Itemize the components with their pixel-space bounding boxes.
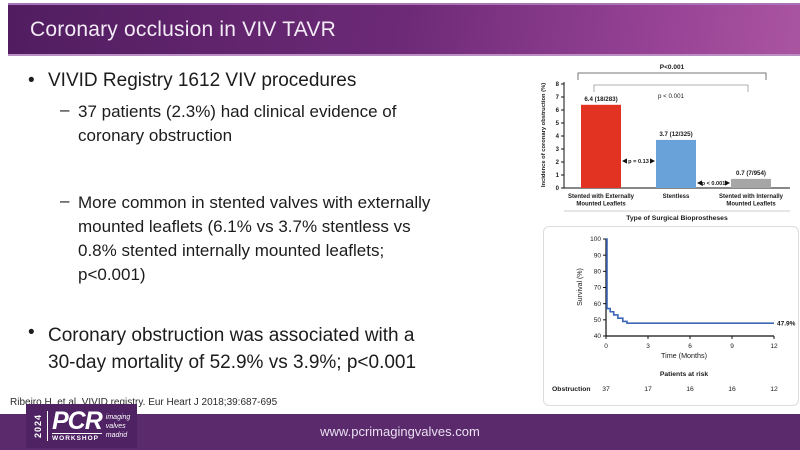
citation: Ribeiro H, et al. VIVID registry. Eur He… <box>10 397 278 408</box>
svg-text:0.7 (7/954): 0.7 (7/954) <box>736 170 766 177</box>
bullet-mortality: • Coronary obstruction was associated wi… <box>28 322 416 376</box>
svg-text:70: 70 <box>594 285 602 292</box>
website-url: www.pcrimagingvalves.com <box>320 424 480 439</box>
svg-text:50: 50 <box>594 317 602 324</box>
svg-text:40: 40 <box>594 333 602 340</box>
sub-bullet-stented-valves: – More common in stented valves with ext… <box>60 191 430 287</box>
logo-year: 2024 <box>33 413 43 439</box>
svg-text:6.4 (18/283): 6.4 (18/283) <box>584 96 617 103</box>
logo-brand: PCR <box>52 407 103 435</box>
svg-text:Obstruction: Obstruction <box>552 386 591 393</box>
svg-text:Stentless: Stentless <box>663 194 690 200</box>
bullet-vivid-registry-text: VIVID Registry 1612 VIV procedures <box>48 70 357 91</box>
bullet-vivid-registry: • VIVID Registry 1612 VIV procedures <box>28 70 356 92</box>
bar-chart-svg: 0 1 2 3 4 5 6 7 8 Incidence of coronary obstructi… <box>541 64 790 222</box>
svg-text:90: 90 <box>594 252 602 259</box>
svg-text:4: 4 <box>556 134 560 140</box>
svg-text:60: 60 <box>594 301 602 308</box>
svg-text:3.7 (12/325): 3.7 (12/325) <box>659 131 692 138</box>
svg-text:17: 17 <box>644 386 652 393</box>
bar-chart-panel: 0 1 2 3 4 5 6 7 8 Incidence of coronary obstructi… <box>536 58 798 230</box>
slide-header: Coronary occlusion in VIV TAVR <box>8 3 800 56</box>
svg-text:Survival (%): Survival (%) <box>577 268 584 306</box>
sub-bullet-line: 0.8% stented internally mounted leaflets… <box>78 241 385 260</box>
svg-text:0: 0 <box>604 343 608 350</box>
pcr-workshop-logo: 2024 PCR WORKSHOP imaging valves madrid <box>26 404 138 448</box>
dash-icon: – <box>60 100 70 119</box>
svg-text:6: 6 <box>688 343 692 350</box>
bullet-mortality-line: Coronary obstruction was associated with… <box>48 325 415 346</box>
svg-text:16: 16 <box>686 386 694 393</box>
svg-text:Mounted Leaflets: Mounted Leaflets <box>726 202 776 208</box>
svg-text:P<0.001: P<0.001 <box>660 64 685 71</box>
svg-text:p < 0.001: p < 0.001 <box>658 93 685 100</box>
svg-text:Stented with Internally: Stented with Internally <box>719 194 784 200</box>
svg-text:1: 1 <box>556 173 560 179</box>
bullet-mortality-line: 30-day mortality of 52.9% vs 3.9%; p<0.0… <box>48 352 417 373</box>
svg-text:12: 12 <box>770 343 778 350</box>
logo-tagline: imaging valves madrid <box>105 413 131 439</box>
svg-text:47.9%: 47.9% <box>777 320 796 327</box>
sub-bullet-line: p<0.001) <box>78 265 146 284</box>
svg-text:Patients at risk: Patients at risk <box>660 371 709 378</box>
bullet-icon: • <box>28 70 35 91</box>
svg-text:9: 9 <box>730 343 734 350</box>
sub-bullet-line: coronary obstruction <box>78 126 233 145</box>
svg-text:0: 0 <box>556 186 560 192</box>
svg-text:Incidence of coronary obstruct: Incidence of coronary obstruction (%) <box>541 83 547 187</box>
svg-text:3: 3 <box>556 147 560 153</box>
svg-text:5: 5 <box>556 121 560 127</box>
svg-text:Time (Months): Time (Months) <box>661 351 707 360</box>
svg-text:3: 3 <box>646 343 650 350</box>
svg-text:p = 0.13: p = 0.13 <box>628 159 649 165</box>
logo-divider <box>47 411 48 441</box>
svg-text:p < 0.001: p < 0.001 <box>702 181 726 187</box>
svg-text:80: 80 <box>594 269 602 276</box>
bullet-icon: • <box>28 322 35 343</box>
svg-text:6: 6 <box>556 108 560 114</box>
svg-text:16: 16 <box>728 386 736 393</box>
sub-bullet-clinical-evidence: – 37 patients (2.3%) had clinical eviden… <box>60 100 396 148</box>
sub-bullet-line: 37 patients (2.3%) had clinical evidence… <box>78 102 397 121</box>
svg-text:Type of Surgical Bioprostheses: Type of Surgical Bioprostheses <box>626 215 728 222</box>
survival-chart-svg: 40 50 60 70 80 90 100 0 3 6 9 12 Survival (%) Time (M… <box>552 236 796 393</box>
dash-icon: – <box>60 191 70 210</box>
survival-chart-panel: 40 50 60 70 80 90 100 0 3 6 9 12 Survival (%) Time (M… <box>543 226 799 406</box>
page-title: Coronary occlusion in VIV TAVR <box>30 18 336 41</box>
svg-text:8: 8 <box>556 82 560 88</box>
sub-bullet-line: mounted leaflets (6.1% vs 3.7% stentless… <box>78 217 411 236</box>
svg-text:37: 37 <box>602 386 610 393</box>
svg-text:12: 12 <box>770 386 778 393</box>
logo-workshop-label: WORKSHOP <box>52 433 102 442</box>
svg-text:2: 2 <box>556 160 560 166</box>
svg-text:7: 7 <box>556 95 560 101</box>
svg-text:Mounted Leaflets: Mounted Leaflets <box>576 202 626 208</box>
svg-text:Stented with Externally: Stented with Externally <box>568 194 635 200</box>
svg-text:100: 100 <box>590 236 601 243</box>
sub-bullet-line: More common in stented valves with exter… <box>78 193 431 212</box>
